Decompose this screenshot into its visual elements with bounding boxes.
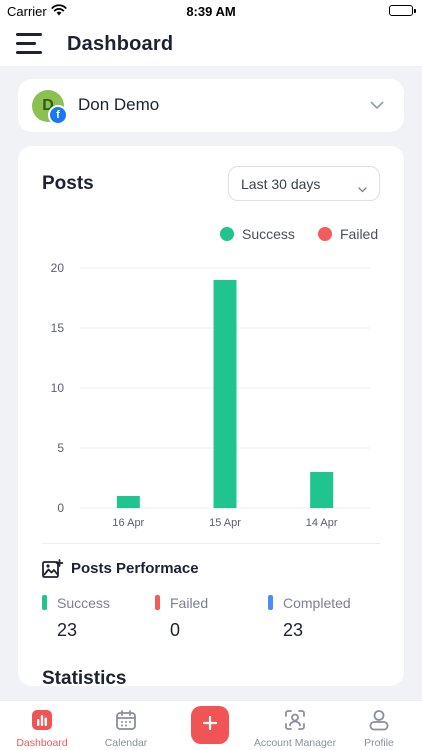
battery-icon	[389, 5, 416, 16]
tab-dashboard-label: Dashboard	[16, 737, 68, 749]
bar-success	[116, 496, 140, 508]
stat-completed-label: Completed	[283, 595, 351, 611]
chevron-down-icon	[370, 97, 384, 115]
x-tick-label: 16 Apr	[112, 517, 144, 529]
legend-failed-dot	[318, 227, 332, 241]
divider	[42, 543, 380, 544]
calendar-icon	[84, 709, 168, 731]
tab-account-manager[interactable]: Account Manager	[253, 701, 337, 750]
status-bar: Carrier 8:39 AM	[0, 0, 422, 22]
tab-profile-label: Profile	[364, 737, 394, 749]
facebook-icon: f	[48, 105, 68, 125]
stat-failed-label: Failed	[170, 595, 209, 611]
clock: 8:39 AM	[186, 4, 236, 19]
date-range-select[interactable]: Last 30 days	[228, 166, 380, 201]
legend-success-dot	[220, 227, 234, 241]
legend-failed-label: Failed	[340, 226, 379, 242]
statistics-title: Statistics	[42, 668, 127, 686]
y-tick-label: 5	[57, 441, 64, 455]
y-tick-label: 0	[57, 501, 64, 515]
date-range-value: Last 30 days	[241, 176, 321, 192]
image-chart-icon	[42, 559, 64, 583]
tab-bar: Dashboard Calendar Account Manager	[0, 700, 422, 750]
app-header: Dashboard	[0, 22, 422, 66]
carrier-label: Carrier	[7, 4, 47, 19]
stat-completed-value: 23	[283, 620, 304, 640]
tab-calendar-label: Calendar	[104, 737, 148, 749]
stat-completed-marker	[268, 595, 273, 610]
performance-title: Posts Performace	[71, 560, 199, 577]
y-tick-label: 20	[51, 261, 65, 275]
plus-icon	[202, 715, 218, 736]
stat-failed-value: 0	[170, 620, 181, 640]
legend-success-label: Success	[242, 226, 295, 242]
hamburger-menu-icon[interactable]	[16, 32, 42, 54]
tab-dashboard[interactable]: Dashboard	[0, 701, 84, 750]
account-manager-icon	[253, 709, 337, 731]
wifi-icon	[51, 4, 67, 19]
y-tick-label: 10	[51, 381, 65, 395]
y-tick-label: 15	[51, 321, 65, 335]
tab-profile[interactable]: Profile	[337, 701, 421, 750]
bar-success	[310, 472, 334, 508]
tab-calendar[interactable]: Calendar	[84, 701, 168, 750]
create-post-button[interactable]	[191, 706, 229, 744]
stat-failed-marker	[155, 595, 160, 610]
posts-bar-chart: 0 5 10 15 20 16 Apr 15 Apr 14 Apr	[51, 261, 370, 529]
stat-success-marker	[42, 595, 47, 610]
account-selector[interactable]: D f Don Demo	[18, 79, 404, 132]
account-name: Don Demo	[78, 95, 160, 114]
posts-title: Posts	[42, 173, 94, 194]
dashboard-icon	[0, 709, 84, 731]
chevron-down-icon	[358, 180, 367, 198]
x-tick-label: 14 Apr	[306, 517, 338, 529]
stat-success-value: 23	[57, 620, 78, 640]
tab-account-manager-label: Account Manager	[253, 737, 337, 749]
page-title: Dashboard	[67, 33, 174, 55]
posts-card: Posts Last 30 days Success Failed 0 5 10 15…	[18, 146, 404, 686]
x-tick-label: 15 Apr	[209, 517, 241, 529]
profile-icon	[337, 709, 421, 731]
bar-success	[213, 280, 237, 508]
stat-success-label: Success	[57, 595, 110, 611]
